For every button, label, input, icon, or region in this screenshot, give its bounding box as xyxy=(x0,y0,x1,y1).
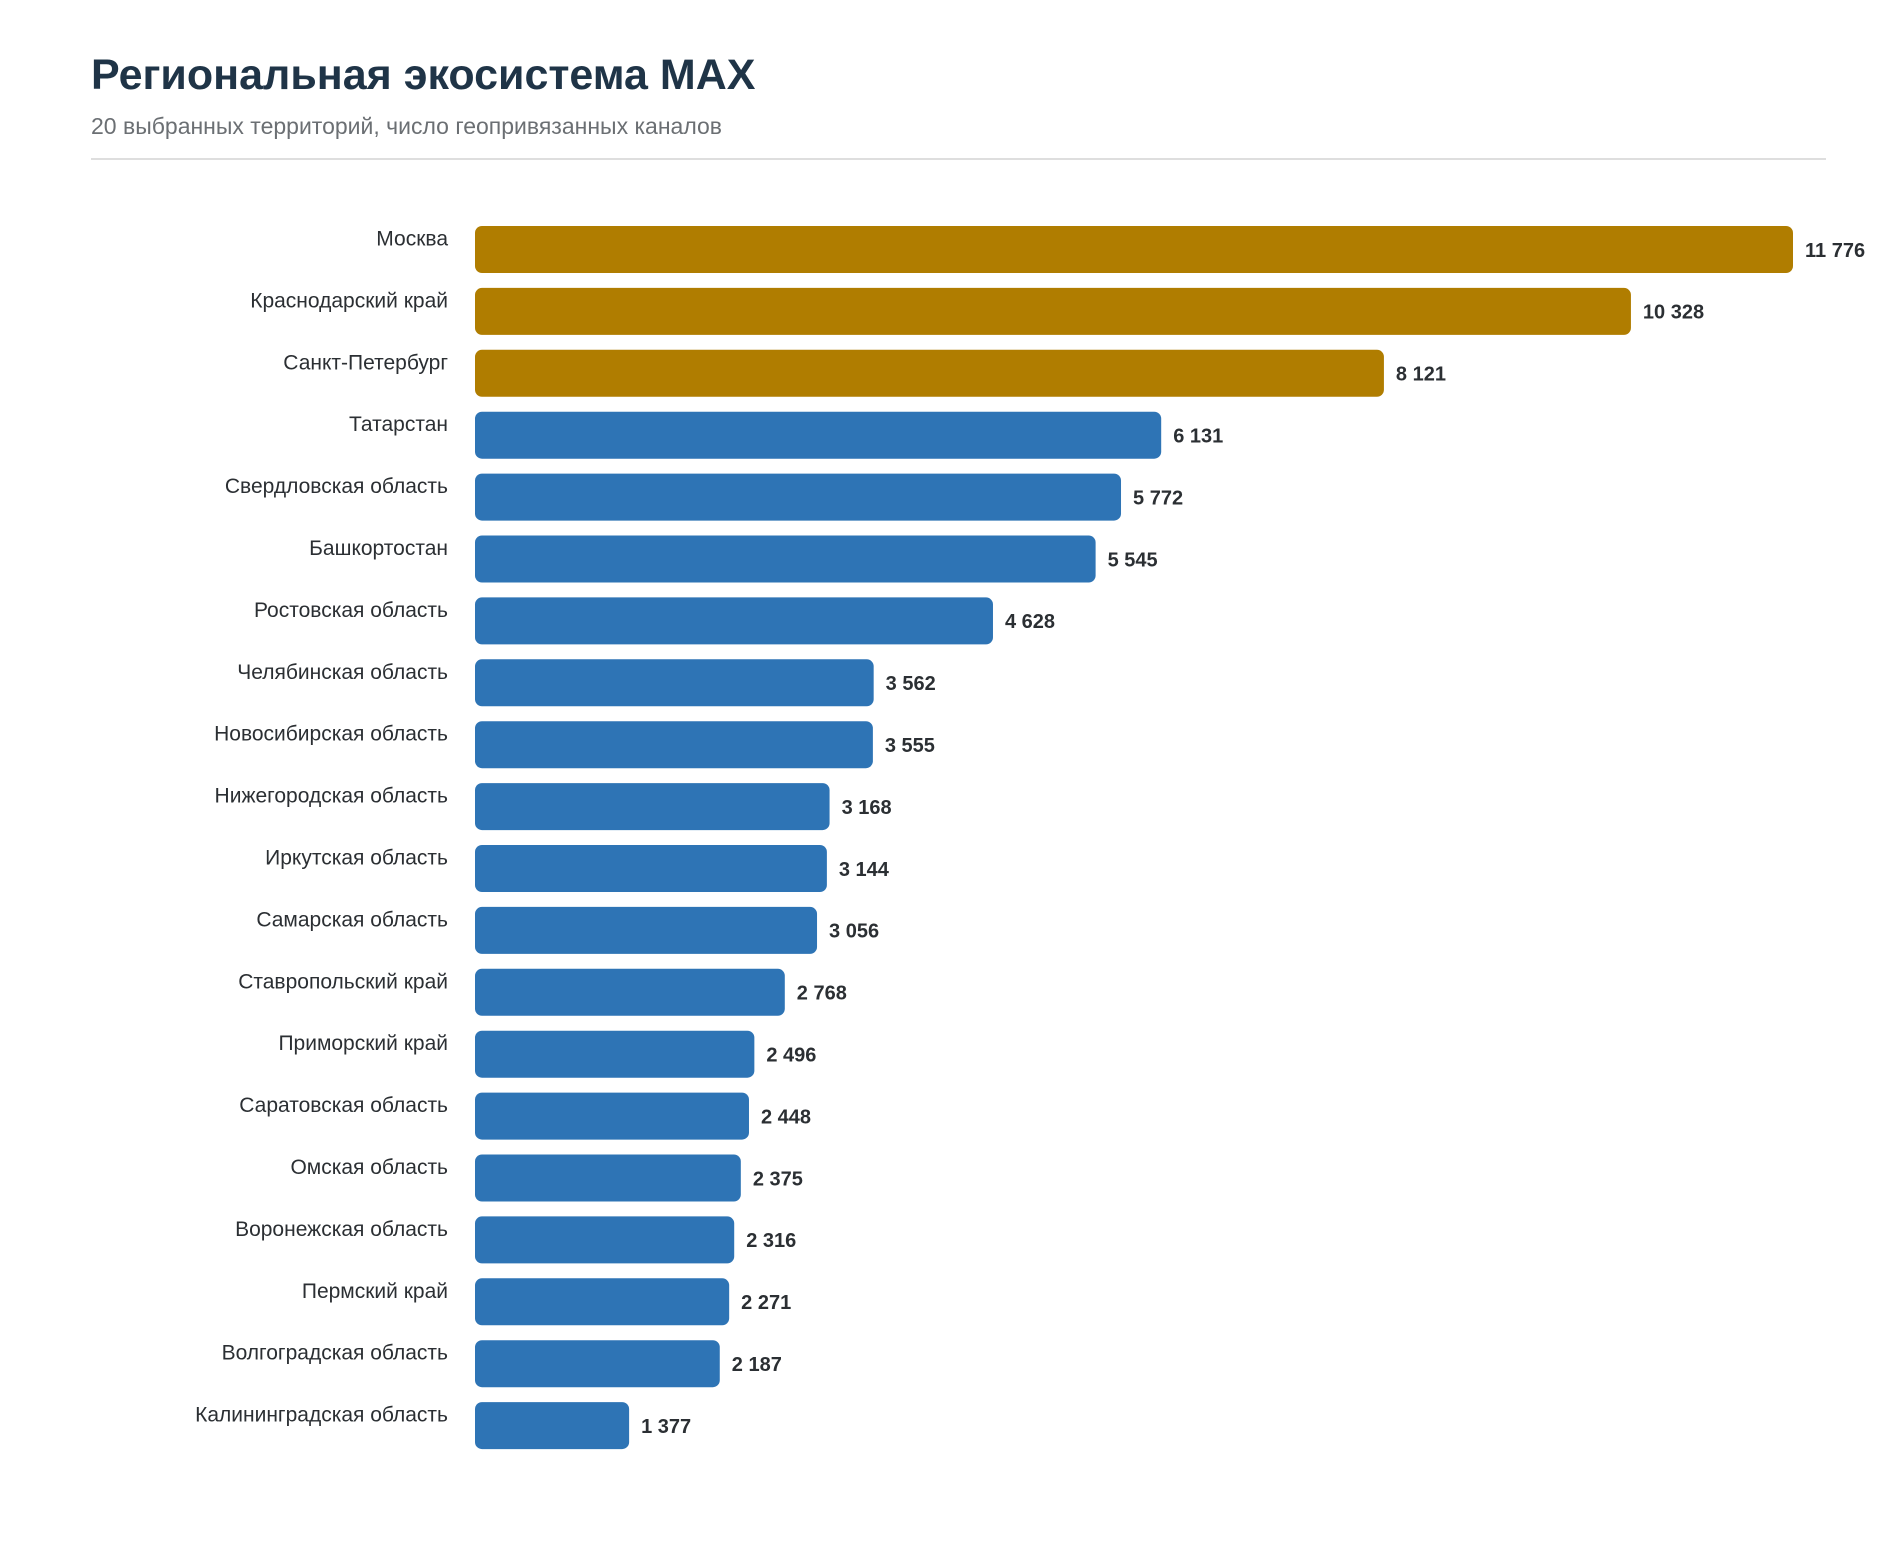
bar xyxy=(475,906,818,954)
bar xyxy=(475,473,1122,521)
value-label: 4 628 xyxy=(1005,611,1055,633)
bar xyxy=(475,349,1384,397)
value-label: 11 776 xyxy=(1805,240,1865,262)
value-label: 2 448 xyxy=(761,1106,811,1128)
value-label: 3 555 xyxy=(885,735,935,757)
category-label: Калининградская область xyxy=(195,1404,448,1427)
category-label: Ростовская область xyxy=(254,599,448,622)
value-label: 2 187 xyxy=(732,1354,782,1376)
bar xyxy=(475,1030,755,1078)
header-divider xyxy=(91,158,1826,160)
category-label: Свердловская область xyxy=(225,475,448,498)
category-label: Краснодарский край xyxy=(250,289,448,312)
bar xyxy=(475,226,1793,273)
bar xyxy=(475,1278,730,1326)
category-label: Пермский край xyxy=(302,1280,448,1303)
category-label: Приморский край xyxy=(278,1032,448,1055)
category-label: Омская область xyxy=(290,1156,448,1179)
bar xyxy=(475,783,830,831)
bar xyxy=(475,535,1096,583)
value-label: 3 562 xyxy=(886,673,936,695)
bar xyxy=(475,1340,720,1388)
bar xyxy=(475,659,874,707)
value-label: 5 772 xyxy=(1133,487,1183,509)
bar xyxy=(475,1402,630,1450)
value-label: 8 121 xyxy=(1396,364,1446,386)
value-label: 1 377 xyxy=(641,1416,691,1438)
category-label: Ставропольский край xyxy=(238,970,448,993)
value-label: 2 316 xyxy=(746,1230,796,1252)
category-label: Новосибирская область xyxy=(214,723,448,746)
bar xyxy=(475,411,1162,459)
category-label: Челябинская область xyxy=(237,661,448,684)
value-label: 5 545 xyxy=(1108,549,1158,571)
category-label: Иркутская область xyxy=(265,847,448,870)
category-label: Волгоградская область xyxy=(222,1342,448,1365)
value-label: 3 056 xyxy=(829,921,879,943)
bar xyxy=(475,845,827,892)
category-label: Воронежская область xyxy=(235,1218,448,1241)
category-label: Татарстан xyxy=(349,413,448,436)
value-label: 6 131 xyxy=(1173,425,1223,447)
category-label: Нижегородская область xyxy=(215,785,448,808)
category-label: Самарская область xyxy=(256,908,448,931)
value-label: 2 496 xyxy=(766,1044,816,1066)
category-label: Санкт-Петербург xyxy=(283,351,448,374)
bar xyxy=(475,597,993,645)
bar xyxy=(475,968,785,1016)
chart-header: Региональная экосистема MAX 20 выбранных… xyxy=(91,51,1826,140)
bar xyxy=(475,287,1631,335)
category-label: Башкортостан xyxy=(309,537,448,560)
value-label: 2 375 xyxy=(753,1168,803,1190)
chart-title: Региональная экосистема MAX xyxy=(91,51,756,99)
value-label: 2 271 xyxy=(741,1292,791,1314)
bar xyxy=(475,1092,749,1140)
bar xyxy=(475,1154,741,1202)
value-label: 3 168 xyxy=(842,797,892,819)
value-label: 3 144 xyxy=(839,859,890,881)
bar xyxy=(475,1216,735,1264)
category-label: Саратовская область xyxy=(239,1094,448,1117)
value-label: 2 768 xyxy=(797,983,847,1005)
bar xyxy=(475,721,873,769)
value-label: 10 328 xyxy=(1643,302,1704,324)
category-label: Москва xyxy=(376,228,448,251)
chart-subtitle: 20 выбранных территорий, число геопривяз… xyxy=(91,113,723,140)
